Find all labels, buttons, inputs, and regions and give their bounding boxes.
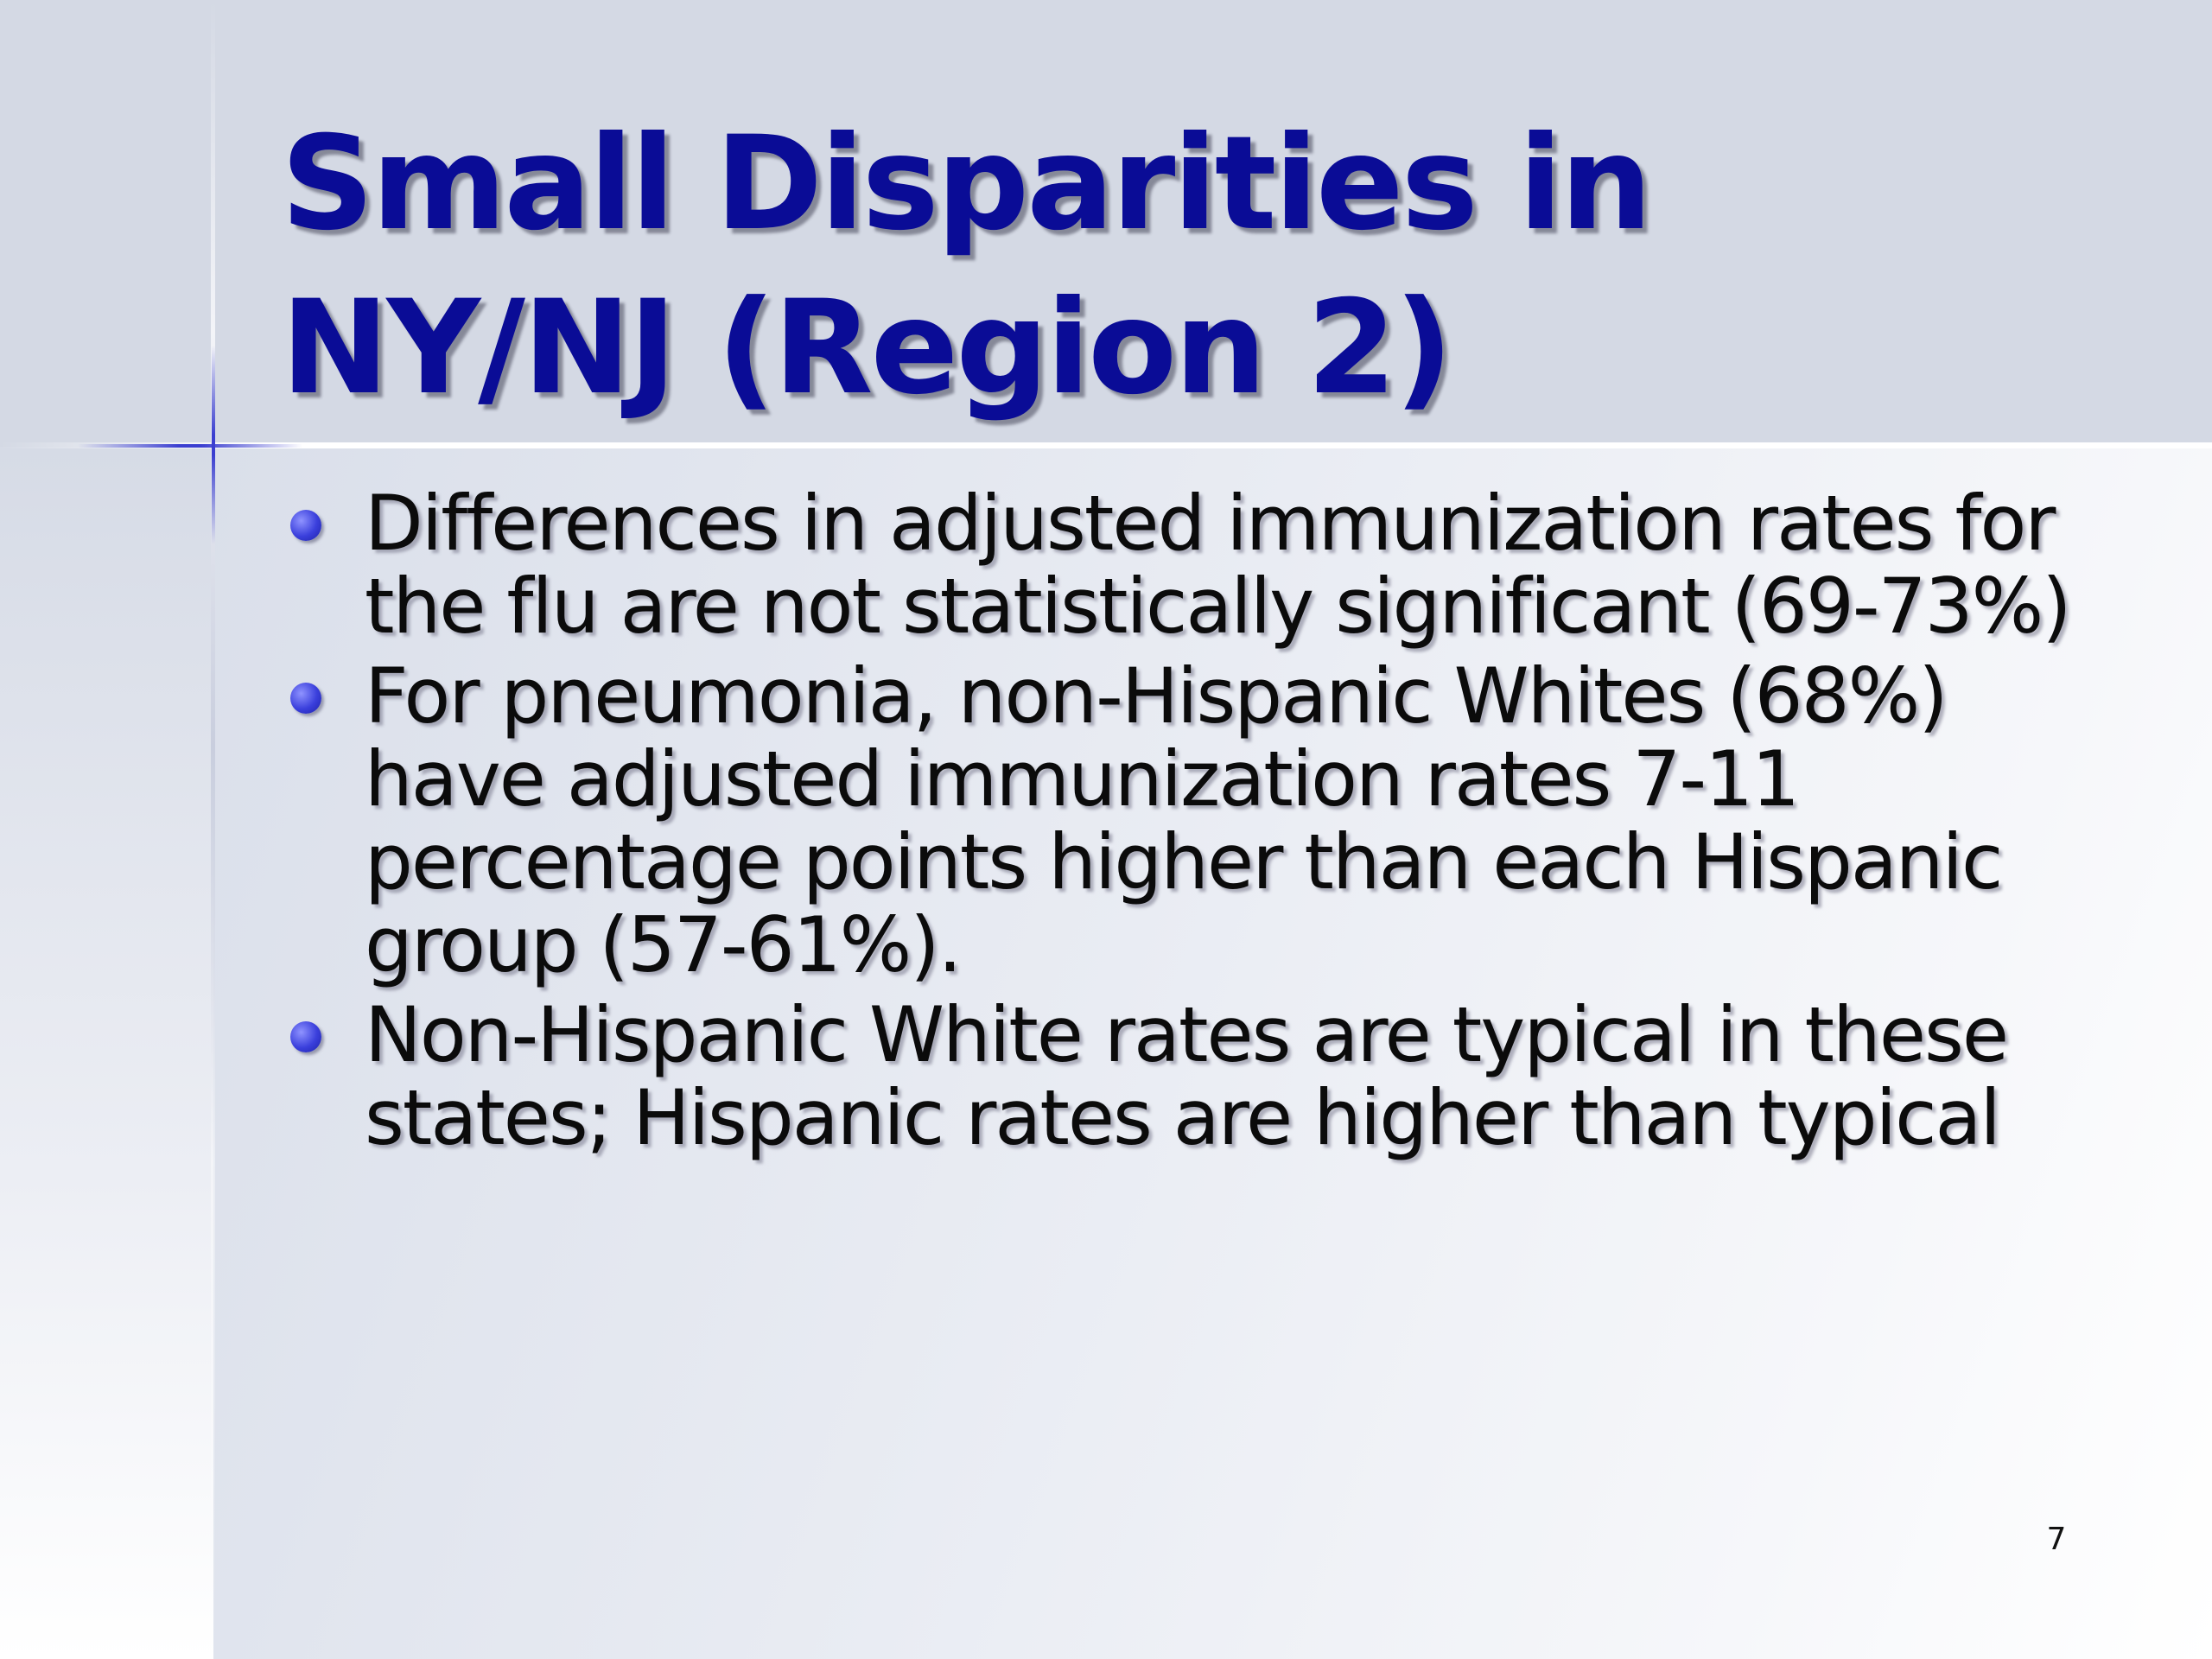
title-line-2: NY/NJ (Region 2) bbox=[281, 273, 1453, 423]
bullet-text: Non-Hispanic White rates are typical in … bbox=[365, 990, 2009, 1162]
star-cross-icon-vertical bbox=[212, 346, 215, 544]
bullet-item: Differences in adjusted immunization rat… bbox=[285, 482, 2126, 648]
header-band bbox=[0, 0, 2212, 447]
bullet-item: For pneumonia, non-Hispanic Whites (68%)… bbox=[285, 655, 2126, 987]
bullet-text: For pneumonia, non-Hispanic Whites (68%)… bbox=[365, 652, 2003, 989]
star-cross-icon-horizontal bbox=[78, 444, 302, 448]
bullet-dot-icon bbox=[290, 683, 321, 714]
body-area bbox=[213, 447, 2212, 1659]
slide-title: Small Disparities in NY/NJ (Region 2) bbox=[281, 102, 2139, 430]
bullet-dot-icon bbox=[290, 510, 321, 541]
bullet-item: Non-Hispanic White rates are typical in … bbox=[285, 994, 2126, 1160]
page-number: 7 bbox=[2046, 1522, 2067, 1557]
bullet-text: Differences in adjusted immunization rat… bbox=[365, 479, 2072, 651]
vertical-divider bbox=[211, 0, 215, 1659]
bullet-dot-icon bbox=[290, 1021, 321, 1052]
left-strip bbox=[0, 447, 213, 1659]
title-line-1: Small Disparities in bbox=[281, 109, 1652, 259]
bullet-list: Differences in adjusted immunization rat… bbox=[285, 482, 2126, 1166]
horizontal-divider bbox=[0, 442, 2212, 448]
